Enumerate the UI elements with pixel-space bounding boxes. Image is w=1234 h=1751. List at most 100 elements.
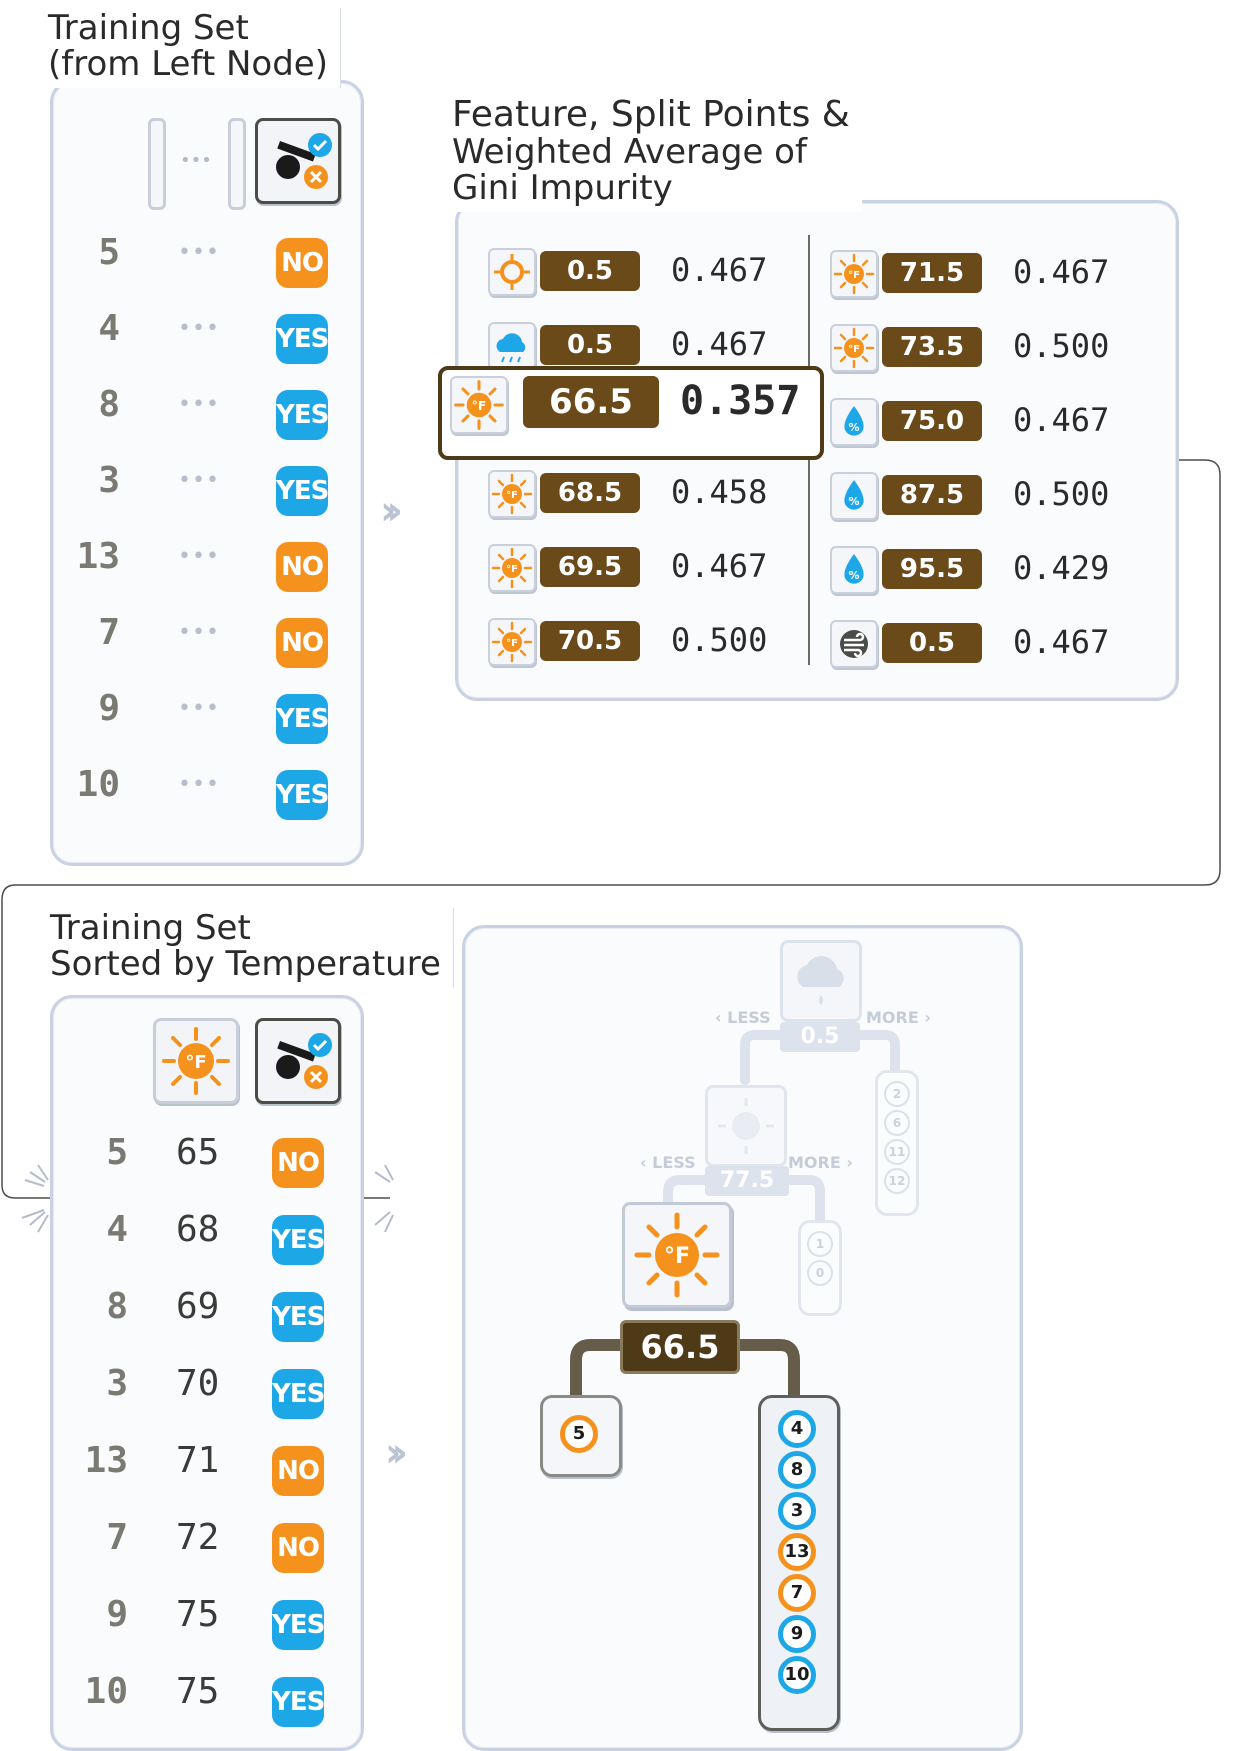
split-point-value: 73.5 bbox=[882, 327, 982, 367]
row-index: 3 bbox=[98, 460, 120, 501]
row-index: 8 bbox=[106, 1286, 128, 1327]
faded-second-node bbox=[705, 1085, 787, 1167]
faded-leaf-sample: 12 bbox=[884, 1168, 910, 1194]
gini-value: 0.500 bbox=[671, 621, 768, 659]
temperature-value: 71 bbox=[176, 1440, 220, 1481]
temperature-value: 69 bbox=[176, 1286, 220, 1327]
class-badge: NO bbox=[276, 238, 328, 288]
svg-text:°F: °F bbox=[664, 1244, 690, 1269]
left-panel-title: Training Set (from Left Node) bbox=[38, 8, 341, 88]
faded-leaf-sample: 1 bbox=[807, 1231, 833, 1257]
faded-second-split: 77.5 bbox=[705, 1166, 789, 1196]
feature-icon-tile: % bbox=[830, 472, 878, 520]
class-badge: YES bbox=[272, 1369, 325, 1419]
row-index: 10 bbox=[76, 764, 120, 805]
gini-value: 0.458 bbox=[671, 473, 768, 511]
golf-decision-icon bbox=[276, 1033, 332, 1089]
humidity-drop-icon: % bbox=[844, 480, 864, 510]
faded-root-node bbox=[780, 940, 862, 1022]
feature-column-placeholder bbox=[148, 118, 166, 210]
root-more-label: MORE › bbox=[866, 1008, 931, 1027]
row-ellipsis: ••• bbox=[178, 316, 220, 341]
split-point-value: 95.5 bbox=[882, 549, 982, 589]
row-index: 7 bbox=[98, 612, 120, 653]
split-point-value: 0.5 bbox=[882, 623, 982, 663]
faded-leaf-sample: 6 bbox=[884, 1110, 910, 1136]
svg-text:%: % bbox=[848, 421, 859, 434]
class-badge: YES bbox=[272, 1677, 325, 1727]
temperature-sun-icon: °F bbox=[491, 621, 533, 663]
row-index: 4 bbox=[106, 1209, 128, 1250]
split-point-value: 68.5 bbox=[540, 473, 640, 513]
feature-column-placeholder bbox=[228, 118, 246, 210]
humidity-drop-icon: % bbox=[844, 406, 864, 436]
feature-icon-tile: °F bbox=[488, 544, 536, 592]
row-ellipsis: ••• bbox=[178, 468, 220, 493]
temperature-sun-icon: °F bbox=[162, 1027, 230, 1095]
temperature-value: 75 bbox=[176, 1594, 220, 1635]
svg-text:%: % bbox=[848, 569, 859, 582]
feature-icon-tile: °F bbox=[830, 324, 878, 372]
temperature-value: 65 bbox=[176, 1132, 220, 1173]
leaf-sample: 3 bbox=[778, 1492, 816, 1530]
class-badge: NO bbox=[276, 618, 328, 668]
gini-value: 0.357 bbox=[680, 378, 801, 424]
row-index: 13 bbox=[76, 536, 120, 577]
temperature-sun-icon: °F bbox=[833, 253, 875, 295]
svg-text:°F: °F bbox=[848, 344, 860, 355]
split-point-value: 71.5 bbox=[882, 253, 982, 293]
svg-text:°F: °F bbox=[506, 564, 518, 575]
gini-value: 0.467 bbox=[1013, 401, 1110, 439]
rain-cloud-icon bbox=[496, 333, 526, 363]
split-point-value: 0.5 bbox=[540, 251, 640, 291]
split-point-value: 0.5 bbox=[540, 325, 640, 365]
gini-value: 0.467 bbox=[671, 325, 768, 363]
class-badge: NO bbox=[272, 1138, 324, 1188]
class-badge: YES bbox=[276, 770, 329, 820]
faded-leaf-sample: 0 bbox=[807, 1260, 833, 1286]
temperature-value: 68 bbox=[176, 1209, 220, 1250]
left-leaf-node: 5 bbox=[540, 1395, 622, 1477]
temperature-sun-icon: °F bbox=[634, 1212, 720, 1298]
feature-icon-tile: °F bbox=[488, 618, 536, 666]
class-badge: YES bbox=[276, 390, 329, 440]
row-index: 3 bbox=[106, 1363, 128, 1404]
row-ellipsis: ••• bbox=[178, 392, 220, 417]
feature-icon-tile: °F bbox=[450, 376, 508, 434]
feature-panel-title: Feature, Split Points & Weighted Average… bbox=[440, 92, 862, 212]
temperature-value: 72 bbox=[176, 1517, 220, 1558]
gini-value: 0.500 bbox=[1013, 475, 1110, 513]
gini-value: 0.429 bbox=[1013, 549, 1110, 587]
right-leaf-node: 4 8 3 13 7 9 10 bbox=[758, 1395, 840, 1731]
second-more-label: MORE › bbox=[788, 1153, 853, 1172]
faded-leaf-sample: 11 bbox=[884, 1139, 910, 1165]
leaf-sample: 8 bbox=[778, 1451, 816, 1489]
class-badge: NO bbox=[276, 542, 328, 592]
class-badge: YES bbox=[272, 1292, 325, 1342]
svg-text:°F: °F bbox=[185, 1052, 206, 1073]
temperature-split-label: 66.5 bbox=[620, 1320, 740, 1374]
feature-icon-tile: % bbox=[830, 546, 878, 594]
sun-icon bbox=[494, 254, 530, 290]
split-point-value: 66.5 bbox=[523, 376, 659, 428]
temperature-sun-icon: °F bbox=[491, 473, 533, 515]
class-badge: NO bbox=[272, 1446, 324, 1496]
feature-icon-tile: °F bbox=[830, 250, 878, 298]
humidity-drop-icon: % bbox=[844, 554, 864, 584]
row-index: 4 bbox=[98, 308, 120, 349]
row-ellipsis: ••• bbox=[178, 772, 220, 797]
root-less-label: ‹ LESS bbox=[715, 1008, 771, 1027]
temperature-sun-icon bbox=[718, 1098, 774, 1154]
svg-text:°F: °F bbox=[506, 638, 518, 649]
feature-panel-title-line2: Weighted Average of Gini Impurity bbox=[452, 132, 807, 208]
feature-icon-tile bbox=[830, 620, 878, 668]
class-badge: NO bbox=[272, 1523, 324, 1573]
rain-cloud-icon bbox=[797, 956, 844, 1005]
svg-text:%: % bbox=[848, 495, 859, 508]
leaf-sample: 9 bbox=[778, 1615, 816, 1653]
temperature-value: 75 bbox=[176, 1671, 220, 1712]
feature-panel-title-line1: Feature, Split Points & bbox=[452, 94, 850, 135]
leaf-sample: 10 bbox=[778, 1656, 816, 1694]
header-ellipsis: ••• bbox=[180, 150, 212, 171]
sorted-panel-title: Training Set Sorted by Temperature bbox=[40, 908, 454, 988]
